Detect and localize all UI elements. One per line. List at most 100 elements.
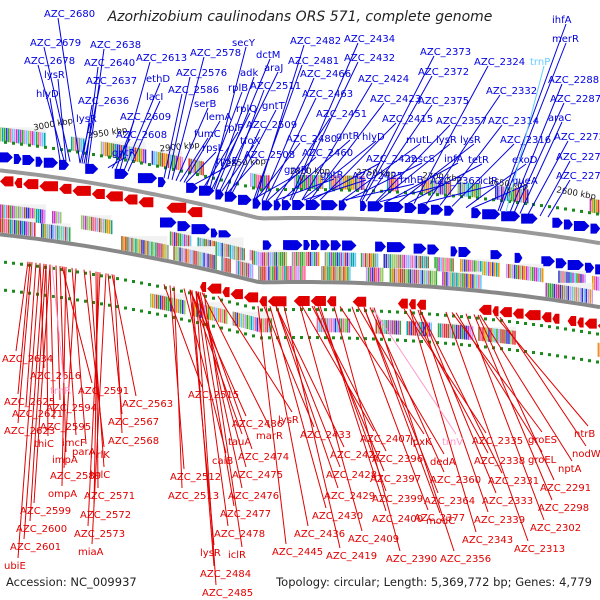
cog-stripe: [82, 215, 85, 230]
gene-label-reverse: lpxK: [410, 437, 432, 448]
cog-stripe: [179, 156, 182, 171]
gene-label-reverse: hrlK: [90, 450, 110, 461]
cog-stripe: [145, 240, 147, 255]
gene-label-forward-leader: [205, 91, 243, 188]
cog-stripe: [327, 266, 329, 281]
cog-stripe: [279, 252, 282, 267]
cog-stripe: [78, 137, 81, 152]
cog-stripe: [415, 255, 418, 270]
cog-stripe: [564, 271, 566, 286]
cog-stripe: [521, 265, 524, 280]
scale-tick: [532, 323, 535, 327]
cog-stripe: [16, 129, 18, 144]
forward-gene-arrow: [404, 203, 417, 214]
cog-stripe: [498, 262, 500, 277]
gene-label-forward: mutL: [406, 135, 432, 146]
cog-stripe: [364, 253, 367, 268]
cog-stripe: [345, 266, 347, 281]
cog-stripe: [421, 179, 424, 194]
gene-label-forward: merR: [552, 34, 579, 45]
gene-label-reverse-leader: [93, 272, 99, 508]
cog-stripe: [265, 252, 268, 267]
cog-stripe: [200, 161, 202, 176]
reverse-gene-arrow: [293, 296, 310, 307]
reverse-gene-arrow: [230, 289, 243, 300]
gene-label-forward: AZC_2432: [344, 53, 395, 64]
cog-stripe: [300, 266, 302, 280]
cog-stripe: [462, 259, 464, 274]
gene-label-reverse: AZC_2623: [4, 426, 55, 437]
cog-stripe: [233, 245, 235, 260]
cog-stripe: [157, 151, 160, 166]
cog-stripe: [157, 242, 159, 257]
forward-gene-arrow: [590, 223, 600, 234]
cog-stripe: [292, 266, 294, 281]
gene-label-forward-leader: [85, 66, 99, 165]
cog-stripe: [348, 252, 351, 267]
gene-label-forward: AZC_2638: [90, 40, 141, 51]
gene-label-reverse: AZC_2563: [122, 399, 173, 410]
cog-stripe: [395, 254, 398, 269]
cog-stripe: [203, 252, 205, 267]
gene-label-reverse-leader: [195, 291, 217, 586]
scale-tick: [452, 342, 455, 346]
reverse-gene-arrow: [207, 283, 222, 294]
cog-stripe: [187, 249, 189, 264]
gene-label-forward-leader: [377, 143, 451, 203]
gene-label-reverse-leader: [417, 309, 489, 513]
forward-gene-arrow: [430, 204, 444, 215]
cog-stripe: [366, 253, 369, 268]
scale-tick: [436, 341, 439, 345]
topology-label: Topology: circular; Length: 5,369,772 bp…: [276, 575, 592, 589]
gene-label-forward-leader: [425, 94, 501, 205]
cog-stripe: [259, 252, 262, 267]
gene-label-forward-leader: [407, 163, 483, 204]
cog-stripe: [475, 183, 478, 198]
cog-stripe: [347, 175, 349, 190]
cog-stripe: [296, 266, 298, 281]
scale-tick: [396, 338, 399, 342]
cog-stripe: [425, 270, 428, 285]
gene-label-reverse-leader: [409, 309, 477, 533]
cog-stripe: [454, 272, 456, 287]
cog-stripe: [595, 276, 598, 291]
gene-label-reverse: AZC_2313: [514, 544, 565, 555]
cog-stripe: [522, 188, 525, 203]
cog-stripe: [295, 175, 298, 190]
cog-stripe: [583, 288, 585, 303]
cog-stripe: [44, 223, 47, 238]
gene-label-reverse-leader: [91, 273, 107, 545]
gene-label-reverse-leader: [195, 291, 229, 527]
gene-label-forward: AZC_2451: [316, 109, 367, 120]
cog-stripe: [267, 252, 270, 267]
gene-label-reverse: ubiE: [4, 561, 26, 572]
cog-stripe: [197, 237, 199, 252]
forward-gene-arrow: [215, 189, 224, 200]
cog-stripe: [266, 266, 268, 281]
cog-stripe: [367, 267, 370, 282]
reverse-gene-arrow: [267, 296, 287, 307]
cog-stripe: [514, 187, 517, 202]
scale-tick: [4, 140, 7, 144]
gene-label-forward-leader: [527, 140, 569, 215]
cog-stripe: [348, 318, 351, 333]
scale-tick: [468, 195, 471, 199]
cog-stripe: [4, 218, 6, 233]
cog-stripe: [423, 256, 426, 271]
gene-label-reverse-leader: [61, 266, 67, 487]
cog-stripe: [197, 251, 199, 266]
cog-stripe: [387, 254, 390, 269]
gene-label-forward: araJ: [264, 63, 283, 74]
cog-stripe: [345, 175, 347, 190]
cog-stripe: [420, 322, 423, 337]
forward-gene-arrow: [252, 198, 261, 209]
cog-stripe: [165, 244, 167, 259]
gene-label-forward: AZC_2270: [556, 171, 600, 182]
cog-stripe: [135, 238, 137, 253]
cog-stripe: [405, 269, 408, 284]
scale-tick: [236, 330, 239, 334]
cog-stripe: [471, 326, 474, 341]
gene-label-forward-leader: [225, 89, 265, 193]
cog-stripe: [38, 209, 40, 224]
cog-stripe: [137, 238, 139, 253]
